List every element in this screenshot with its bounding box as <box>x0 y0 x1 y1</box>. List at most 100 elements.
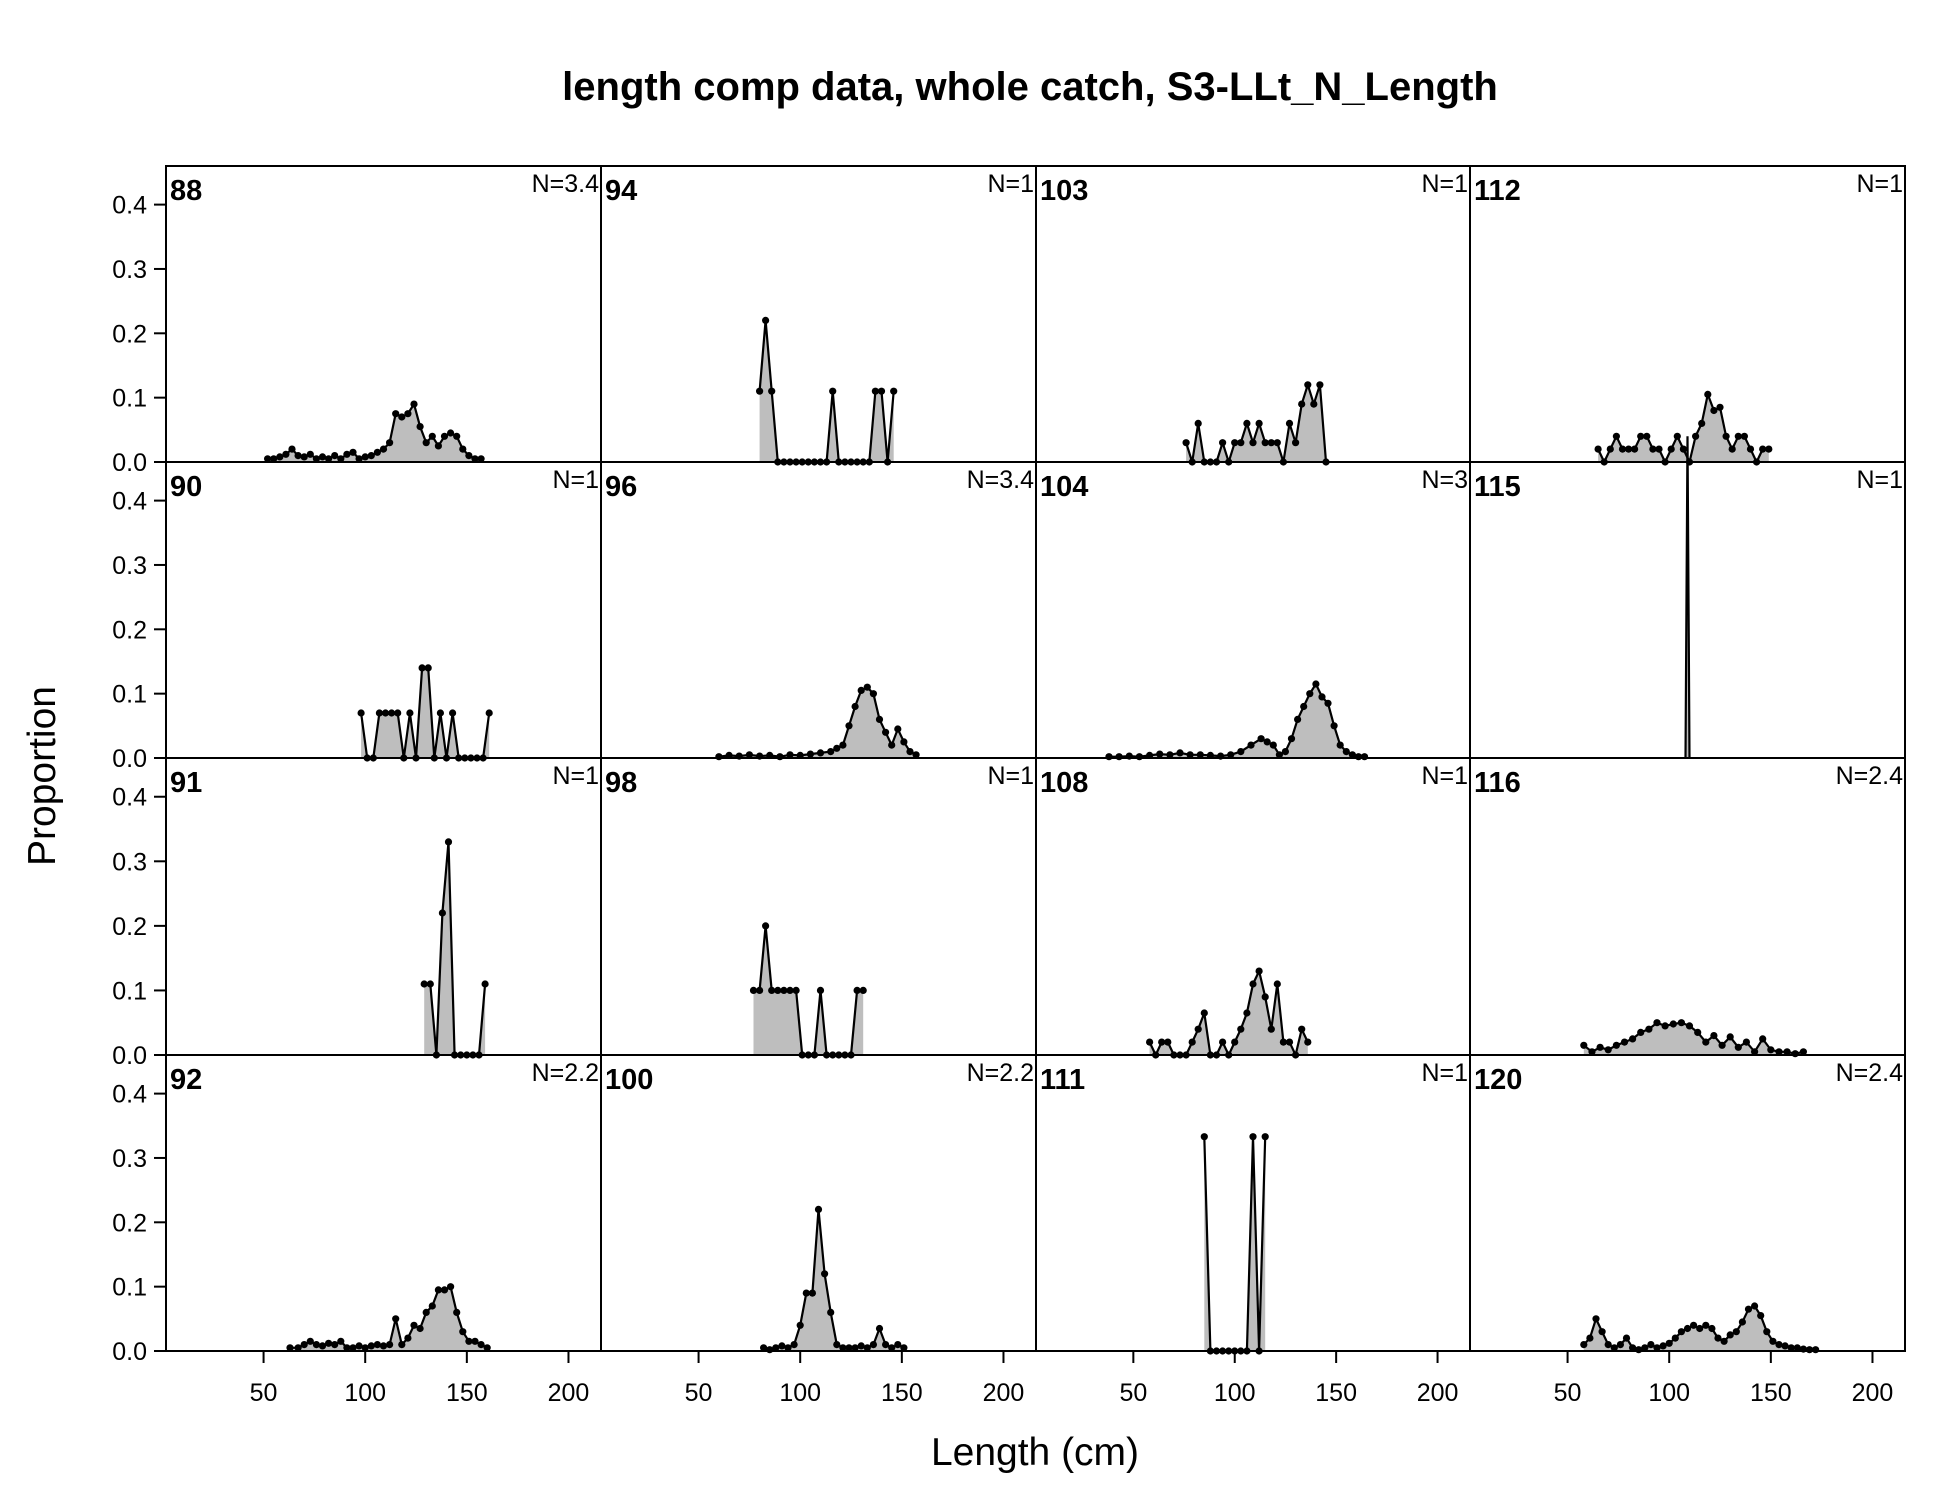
point-120 <box>1769 1337 1777 1345</box>
point-88 <box>410 400 418 408</box>
point-88 <box>386 439 394 447</box>
y-tick-label: 0.2 <box>112 320 147 348</box>
panel-year-90: 90 <box>170 471 202 503</box>
panel-year-91: 91 <box>170 767 202 799</box>
point-96 <box>827 748 835 756</box>
point-116 <box>1783 1048 1791 1056</box>
point-104 <box>1287 735 1296 743</box>
y-tick-label: 0.3 <box>112 848 147 876</box>
point-103 <box>1261 439 1269 447</box>
point-92 <box>434 1286 442 1294</box>
point-91 <box>420 980 428 988</box>
point-92 <box>355 1342 363 1350</box>
x-tick-label: 100 <box>1214 1379 1256 1407</box>
point-103 <box>1219 439 1227 447</box>
point-116 <box>1596 1043 1604 1051</box>
panel-n-98: N=1 <box>987 762 1034 790</box>
point-120 <box>1732 1328 1740 1336</box>
point-92 <box>459 1328 467 1336</box>
point-88 <box>300 453 308 461</box>
point-120 <box>1738 1318 1746 1326</box>
x-tick-label: 150 <box>1315 1379 1357 1407</box>
panel-100: 100 N=2.2 50 100 150 200 <box>600 1054 1037 1407</box>
y-axis-label: Proportion <box>21 686 64 866</box>
point-90 <box>357 709 365 717</box>
point-116 <box>1726 1033 1734 1041</box>
point-108 <box>1285 1038 1294 1046</box>
point-100 <box>778 1342 786 1350</box>
point-100 <box>808 1289 817 1297</box>
point-108 <box>1298 1025 1306 1033</box>
point-116 <box>1751 1048 1759 1056</box>
x-tick-label: 50 <box>685 1379 713 1407</box>
panel-94: 94 N=1 <box>600 165 1037 466</box>
point-112 <box>1594 445 1602 453</box>
point-112 <box>1606 445 1614 453</box>
point-92 <box>428 1302 436 1310</box>
point-116 <box>1718 1041 1726 1049</box>
panel-year-94: 94 <box>605 175 637 207</box>
panel-n-96: N=3.4 <box>967 466 1035 494</box>
panel-year-88: 88 <box>170 175 202 207</box>
x-axis-label: Length (cm) <box>931 1431 1139 1474</box>
point-112 <box>1655 445 1663 453</box>
point-96 <box>715 753 723 761</box>
point-88 <box>434 442 442 450</box>
point-92 <box>416 1324 424 1333</box>
point-96 <box>816 749 825 757</box>
y-tick-label: 0.1 <box>112 1274 147 1302</box>
point-104 <box>1300 702 1308 711</box>
point-94 <box>871 387 880 395</box>
point-120 <box>1580 1341 1588 1349</box>
point-100 <box>760 1344 768 1352</box>
line-115 <box>1684 436 1691 759</box>
point-103 <box>1194 419 1202 427</box>
point-88 <box>343 450 351 458</box>
point-88 <box>325 455 333 463</box>
point-104 <box>1294 715 1302 724</box>
y-tick-label: 0.0 <box>112 745 147 773</box>
point-100 <box>882 1341 890 1349</box>
point-92 <box>440 1286 449 1294</box>
y-tick-label: 0.4 <box>112 192 147 220</box>
point-103 <box>1304 381 1312 389</box>
panel-border-104 <box>1035 461 1471 759</box>
point-92 <box>325 1339 333 1347</box>
point-120 <box>1812 1346 1820 1354</box>
x-tick-label: 50 <box>1119 1379 1147 1407</box>
point-88 <box>349 448 357 456</box>
point-108 <box>1267 1025 1275 1033</box>
point-116 <box>1612 1041 1620 1049</box>
point-120 <box>1665 1339 1673 1347</box>
point-88 <box>447 429 455 437</box>
x-tick-label: 200 <box>1417 1379 1459 1407</box>
point-90 <box>381 709 390 717</box>
point-120 <box>1787 1344 1795 1352</box>
x-tick-label: 50 <box>250 1379 278 1407</box>
panel-year-104: 104 <box>1040 471 1088 503</box>
point-88 <box>337 455 345 463</box>
point-108 <box>1194 1025 1202 1033</box>
point-104 <box>1348 751 1356 759</box>
point-111 <box>1249 1133 1257 1141</box>
point-120 <box>1775 1341 1783 1349</box>
point-120 <box>1690 1321 1698 1329</box>
area-92 <box>290 1286 488 1351</box>
point-90 <box>418 664 426 672</box>
point-100 <box>894 1341 902 1349</box>
point-94 <box>768 387 776 395</box>
point-92 <box>465 1337 473 1345</box>
point-88 <box>428 432 436 440</box>
point-94 <box>762 316 770 324</box>
point-98 <box>859 986 867 995</box>
point-98 <box>853 986 861 995</box>
point-120 <box>1751 1302 1759 1310</box>
panel-111: 111 N=1 50 100 150 200 <box>1035 1054 1471 1407</box>
panel-border-120 <box>1469 1054 1906 1352</box>
point-112 <box>1631 445 1639 453</box>
point-88 <box>440 432 449 440</box>
point-88 <box>422 439 430 447</box>
point-103 <box>1267 439 1275 447</box>
point-112 <box>1722 432 1730 440</box>
point-120 <box>1683 1324 1692 1333</box>
